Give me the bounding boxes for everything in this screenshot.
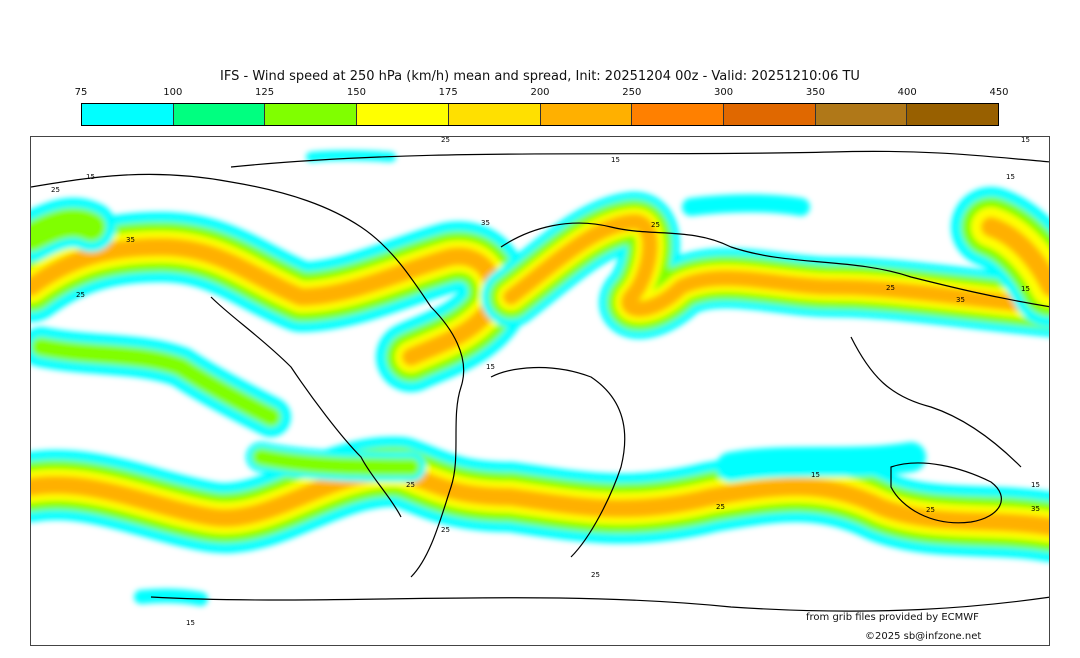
colorbar-swatch xyxy=(448,104,541,125)
jet-stream-band xyxy=(981,217,1049,297)
jet-stream-band xyxy=(503,213,1049,317)
wind-speed-map[interactable]: 25 15 15 15 15 25 35 25 35 25 25 35 15 15 25 25 25 35 15 25… xyxy=(30,136,1050,646)
colorbar-swatch xyxy=(632,104,724,125)
colorbar-tick-label: 400 xyxy=(897,87,917,98)
jet-stream-band xyxy=(31,462,1049,536)
contour-label: 15 xyxy=(1006,173,1015,181)
colorbar-swatch xyxy=(357,104,449,125)
colorbar-tick-label: 125 xyxy=(255,87,275,98)
contour-label: 15 xyxy=(1021,137,1030,144)
colorbar-tick-label: 300 xyxy=(714,87,734,98)
contour-label: 15 xyxy=(811,471,820,479)
colorbar-tick-label: 450 xyxy=(989,87,1009,98)
colorbar-tick-label: 350 xyxy=(805,87,825,98)
contour-label: 15 xyxy=(1021,285,1030,293)
jet-stream-band xyxy=(716,442,926,482)
contour-label: 15 xyxy=(1031,481,1040,489)
colorbar-tick-label: 75 xyxy=(74,87,88,98)
contour-label: 15 xyxy=(611,156,620,164)
jet-stream-band xyxy=(682,194,810,216)
contour-label: 25 xyxy=(76,291,85,299)
colorbar-tick-label: 175 xyxy=(438,87,458,98)
contour-label: 25 xyxy=(651,221,660,229)
contour-label: 35 xyxy=(481,219,490,227)
map-canvas: 25 15 15 15 15 25 35 25 35 25 25 35 15 15 25 25 25 35 15 25… xyxy=(31,137,1049,627)
contour-label: 15 xyxy=(486,363,495,371)
contour-label: 25 xyxy=(926,506,935,514)
contour-label: 25 xyxy=(591,571,600,579)
contour-label: 25 xyxy=(441,526,450,534)
contour-label: 15 xyxy=(186,619,195,627)
colorbar-tick-label: 200 xyxy=(530,87,550,98)
data-source-credit: from grib files provided by ECMWF xyxy=(806,612,979,623)
colorbar-tick-label: 100 xyxy=(163,87,183,98)
colorbar-swatch xyxy=(815,104,908,125)
jet-stream-band xyxy=(134,588,208,606)
jet-stream-band xyxy=(252,448,420,476)
colorbar-tick-label: 150 xyxy=(346,87,366,98)
colorbar-swatch xyxy=(265,104,358,125)
chart-title: IFS - Wind speed at 250 hPa (km/h) mean … xyxy=(220,69,860,84)
contour-label: 35 xyxy=(1031,505,1040,513)
contour-label: 25 xyxy=(886,284,895,292)
jet-stream-band xyxy=(31,207,106,252)
contour-label: 15 xyxy=(86,173,95,181)
colorbar-swatch xyxy=(907,104,999,125)
copyright-credit: ©2025 sb@infzone.net xyxy=(865,631,982,642)
colorbar xyxy=(81,103,999,126)
contour-label: 35 xyxy=(956,296,965,304)
jet-stream-band xyxy=(31,337,281,427)
colorbar-swatch xyxy=(723,104,816,125)
coastlines xyxy=(31,150,1049,612)
contour-label: 25 xyxy=(51,186,60,194)
colorbar-swatch xyxy=(82,104,174,125)
contour-label: 25 xyxy=(716,503,725,511)
colorbar-tick-label: 250 xyxy=(622,87,642,98)
colorbar-swatch xyxy=(173,104,266,125)
contour-label: 25 xyxy=(441,137,450,144)
contour-label: 25 xyxy=(406,481,415,489)
contour-label: 35 xyxy=(126,236,135,244)
colorbar-swatch xyxy=(540,104,633,125)
